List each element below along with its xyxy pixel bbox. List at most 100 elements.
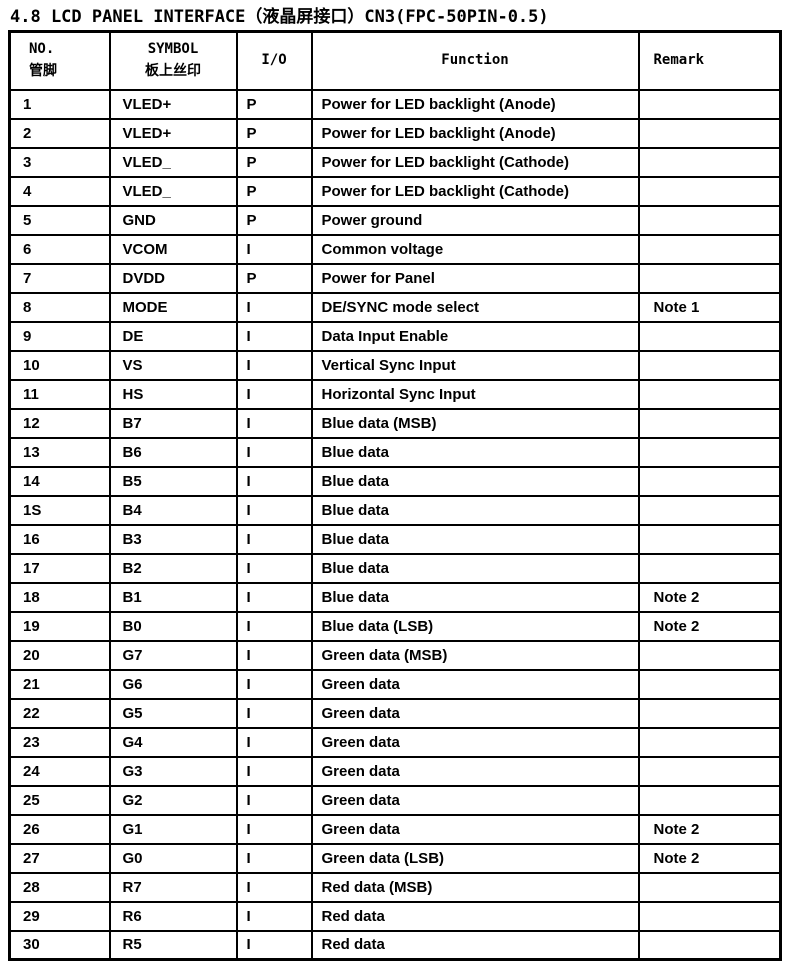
cell-function: Data Input Enable [310, 320, 640, 352]
cell-remark [637, 262, 782, 294]
cell-remark: Note 1 [637, 291, 782, 323]
cell-remark [637, 494, 782, 526]
table-row: 14 B5 I Blue data [8, 465, 782, 497]
table-row: 21 G6 I Green data [8, 668, 782, 700]
cell-function: Red data [310, 900, 640, 932]
cell-io: I [235, 494, 313, 526]
cell-symbol: G4 [108, 726, 238, 758]
table-row: 27 G0 I Green data (LSB) Note 2 [8, 842, 782, 874]
cell-io: I [235, 726, 313, 758]
cell-symbol: G3 [108, 755, 238, 787]
cell-function: Green data [310, 668, 640, 700]
cell-symbol: G2 [108, 784, 238, 816]
cell-function: Horizontal Sync Input [310, 378, 640, 410]
cell-io: P [235, 175, 313, 207]
table-row: 26 G1 I Green data Note 2 [8, 813, 782, 845]
header-function: Function [310, 30, 640, 91]
cell-no: 28 [8, 871, 111, 903]
header-io: I/O [235, 30, 313, 91]
cell-io: P [235, 262, 313, 294]
cell-no: 4 [8, 175, 111, 207]
cell-io: I [235, 378, 313, 410]
cell-function: Green data [310, 813, 640, 845]
cell-remark [637, 523, 782, 555]
cell-io: I [235, 842, 313, 874]
header-no: NO. 管脚 [8, 30, 111, 91]
cell-function: Blue data [310, 552, 640, 584]
table-row: 6 VCOM I Common voltage [8, 233, 782, 265]
table-row: 17 B2 I Blue data [8, 552, 782, 584]
cell-io: I [235, 349, 313, 381]
cell-no: 7 [8, 262, 111, 294]
cell-symbol: B0 [108, 610, 238, 642]
section-title: 4.8 LCD PANEL INTERFACE（液晶屏接口）CN3(FPC-50… [10, 7, 549, 27]
cell-symbol: R5 [108, 929, 238, 961]
cell-symbol: GND [108, 204, 238, 236]
cell-io: I [235, 755, 313, 787]
cell-function: Green data (LSB) [310, 842, 640, 874]
cell-io: P [235, 117, 313, 149]
cell-function: Green data [310, 784, 640, 816]
cell-remark: Note 2 [637, 581, 782, 613]
pin-table-body: 1 VLED+ P Power for LED backlight (Anode) 2 V… [8, 88, 782, 961]
cell-no: 12 [8, 407, 111, 439]
cell-io: P [235, 146, 313, 178]
cell-no: 8 [8, 291, 111, 323]
header-symbol: SYMBOL 板上丝印 [108, 30, 238, 91]
cell-function: DE/SYNC mode select [310, 291, 640, 323]
cell-symbol: VLED+ [108, 88, 238, 120]
cell-remark [637, 407, 782, 439]
cell-no: 13 [8, 436, 111, 468]
cell-function: Power for Panel [310, 262, 640, 294]
table-row: 23 G4 I Green data [8, 726, 782, 758]
table-row: 24 G3 I Green data [8, 755, 782, 787]
cell-symbol: VCOM [108, 233, 238, 265]
cell-function: Green data (MSB) [310, 639, 640, 671]
cell-function: Blue data [310, 465, 640, 497]
table-row: 16 B3 I Blue data [8, 523, 782, 555]
cell-no: 26 [8, 813, 111, 845]
cell-symbol: HS [108, 378, 238, 410]
cell-no: 11 [8, 378, 111, 410]
cell-function: Blue data [310, 523, 640, 555]
cell-remark [637, 871, 782, 903]
table-row: 1S B4 I Blue data [8, 494, 782, 526]
cell-function: Power ground [310, 204, 640, 236]
cell-no: 1S [8, 494, 111, 526]
cell-no: 10 [8, 349, 111, 381]
cell-remark [637, 349, 782, 381]
cell-io: I [235, 784, 313, 816]
cell-no: 24 [8, 755, 111, 787]
header-row: NO. 管脚 SYMBOL 板上丝印 I/O Function Remark [8, 30, 782, 91]
cell-symbol: B2 [108, 552, 238, 584]
cell-io: I [235, 233, 313, 265]
cell-function: Power for LED backlight (Anode) [310, 117, 640, 149]
table-row: 4 VLED_ P Power for LED backlight (Cathode) [8, 175, 782, 207]
table-row: 8 MODE I DE/SYNC mode select Note 1 [8, 291, 782, 323]
table-row: 5 GND P Power ground [8, 204, 782, 236]
cell-io: I [235, 407, 313, 439]
cell-no: 21 [8, 668, 111, 700]
table-row: 11 HS I Horizontal Sync Input [8, 378, 782, 410]
cell-io: I [235, 320, 313, 352]
table-row: 29 R6 I Red data [8, 900, 782, 932]
cell-function: Blue data (LSB) [310, 610, 640, 642]
cell-io: I [235, 697, 313, 729]
cell-remark [637, 639, 782, 671]
cell-remark [637, 929, 782, 961]
cell-symbol: VLED+ [108, 117, 238, 149]
cell-io: I [235, 523, 313, 555]
cell-remark: Note 2 [637, 813, 782, 845]
cell-symbol: G7 [108, 639, 238, 671]
cell-remark [637, 755, 782, 787]
cell-remark [637, 726, 782, 758]
cell-io: I [235, 871, 313, 903]
table-row: 2 VLED+ P Power for LED backlight (Anode) [8, 117, 782, 149]
cell-remark [637, 436, 782, 468]
table-row: 10 VS I Vertical Sync Input [8, 349, 782, 381]
cell-function: Green data [310, 697, 640, 729]
cell-remark [637, 784, 782, 816]
cell-remark: Note 2 [637, 610, 782, 642]
cell-io: I [235, 610, 313, 642]
